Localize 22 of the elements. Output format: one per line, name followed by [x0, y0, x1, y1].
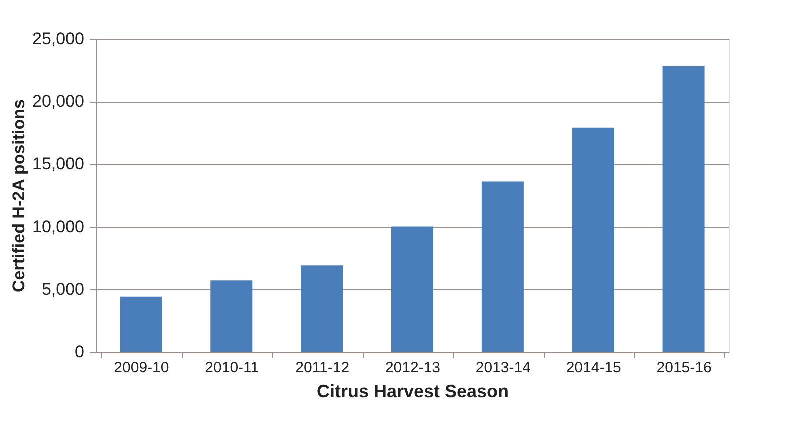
y-tick-label: 15,000	[32, 154, 84, 174]
bar	[210, 280, 253, 352]
bar	[662, 66, 705, 352]
bar	[392, 226, 434, 352]
x-tick-label: 2015-16	[656, 360, 712, 376]
bar	[482, 182, 524, 352]
y-tick-label: 0	[75, 342, 84, 362]
y-tick-label: 20,000	[32, 92, 84, 112]
x-tick-label: 2011-12	[296, 360, 350, 376]
y-tick-label: 10,000	[32, 217, 84, 236]
x-tick-label: 2010-11	[205, 360, 260, 376]
y-tick-label: 25,000	[32, 30, 84, 48]
x-axis-title: Citrus Harvest Season	[316, 382, 510, 402]
bar	[120, 296, 162, 352]
bar	[572, 128, 614, 352]
x-tick-label: 2014-15	[566, 360, 622, 376]
x-tick-label: 2009-10	[114, 360, 170, 376]
bar	[301, 266, 344, 352]
y-tick-label: 5,000	[42, 280, 84, 299]
y-axis-title: Certified H-2A positions	[10, 100, 29, 292]
x-tick-label: 2013-14	[476, 360, 531, 376]
x-tick-label: 2012-13	[385, 360, 441, 376]
